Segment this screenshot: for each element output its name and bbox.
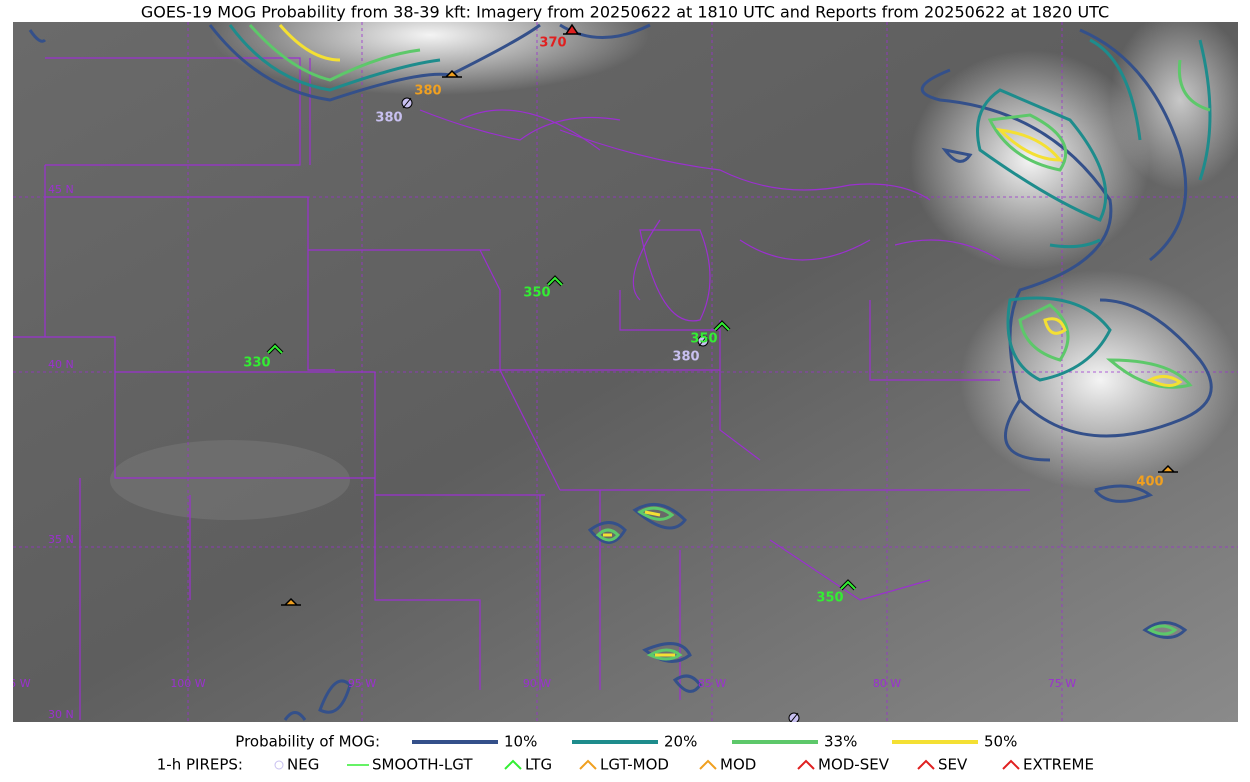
legend-label: 50%	[984, 733, 1017, 751]
legend-icon	[797, 759, 815, 770]
contours	[28, 23, 1213, 721]
legend-icon	[917, 759, 935, 770]
lon-label: 85 W	[698, 677, 726, 690]
pirep-icon	[790, 712, 799, 722]
lat-label: 35 N	[48, 533, 74, 546]
pirep-icon	[442, 69, 462, 78]
lat-label: 30 N	[48, 708, 74, 721]
legend-label: 20%	[664, 733, 697, 751]
legend: Probability of MOG: 10% 20% 33% 50% 1-h PIREP…	[157, 733, 1094, 774]
report-altitude: 400	[1136, 475, 1163, 490]
legend-icon	[579, 759, 597, 770]
pirep-icon	[840, 580, 856, 590]
legend-label: LTG	[525, 756, 552, 774]
legend-title: 1-h PIREPS:	[157, 756, 243, 774]
legend-icon	[504, 759, 522, 770]
title: GOES-19 MOG Probability from 38-39 kft: …	[141, 3, 1109, 22]
legend-label: MOD	[720, 756, 756, 774]
lon-label: 90 W	[523, 677, 551, 690]
pirep-icon	[547, 276, 563, 286]
lon-label: 75 W	[1048, 677, 1076, 690]
pirep-icon	[1158, 464, 1178, 473]
pirep-icon	[267, 344, 283, 354]
legend-label: SEV	[938, 756, 968, 774]
map: 45 N 40 N 35 N 30 N 105 W 100 W 95 W 90 W 85 W 8…	[0, 22, 1238, 722]
report-altitude: 380	[672, 350, 699, 365]
legend-label: SMOOTH-LGT	[372, 756, 473, 774]
legend-title: Probability of MOG:	[235, 733, 380, 751]
legend-label: MOD-SEV	[818, 756, 890, 774]
legend-label: 10%	[504, 733, 537, 751]
lat-label: 40 N	[48, 358, 74, 371]
legend-label: NEG	[287, 756, 319, 774]
lon-label: 95 W	[348, 677, 376, 690]
report-altitude: 350	[690, 332, 717, 347]
pirep-icon	[714, 321, 730, 331]
legend-label: LGT-MOD	[600, 756, 669, 774]
report-altitude: 330	[243, 356, 270, 371]
legend-label: 33%	[824, 733, 857, 751]
legend-icon	[699, 759, 717, 770]
lon-label: 105 W	[0, 677, 31, 690]
report-altitude: 380	[375, 111, 402, 126]
lat-labels: 45 N 40 N 35 N 30 N	[48, 183, 74, 721]
lon-label: 80 W	[873, 677, 901, 690]
legend-icon	[274, 760, 284, 770]
lat-label: 45 N	[48, 183, 74, 196]
pirep-icon	[563, 23, 581, 35]
report-altitude: 350	[523, 286, 550, 301]
report-altitude: 380	[414, 84, 441, 99]
pirep-icon	[281, 597, 301, 606]
pirep-icon	[402, 97, 412, 109]
lon-label: 100 W	[170, 677, 205, 690]
legend-label: EXTREME	[1023, 756, 1094, 774]
report-altitude: 370	[539, 36, 566, 51]
legend-icon	[1002, 759, 1020, 770]
pirep-icon	[698, 335, 708, 347]
report-altitude: 350	[816, 591, 843, 606]
lon-labels: 105 W 100 W 95 W 90 W 85 W 80 W 75 W	[0, 677, 1076, 690]
